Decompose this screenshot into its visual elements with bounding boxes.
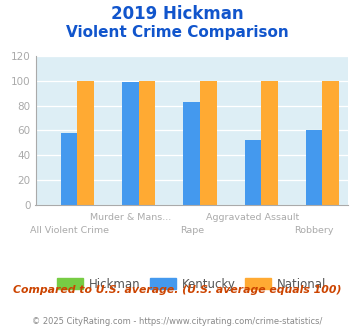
Text: 2019 Hickman: 2019 Hickman xyxy=(111,5,244,23)
Text: Compared to U.S. average. (U.S. average equals 100): Compared to U.S. average. (U.S. average … xyxy=(13,285,342,295)
Text: Rape: Rape xyxy=(180,226,204,235)
Bar xyxy=(122,82,139,205)
Bar xyxy=(184,102,200,205)
Text: Robbery: Robbery xyxy=(294,226,334,235)
Text: © 2025 CityRating.com - https://www.cityrating.com/crime-statistics/: © 2025 CityRating.com - https://www.city… xyxy=(32,317,323,326)
Bar xyxy=(261,81,278,205)
Bar xyxy=(245,140,261,205)
Bar xyxy=(139,81,155,205)
Text: Aggravated Assault: Aggravated Assault xyxy=(206,213,300,222)
Text: Murder & Mans...: Murder & Mans... xyxy=(90,213,171,222)
Text: Violent Crime Comparison: Violent Crime Comparison xyxy=(66,25,289,40)
Text: All Violent Crime: All Violent Crime xyxy=(30,226,109,235)
Bar xyxy=(306,130,322,205)
Bar xyxy=(200,81,217,205)
Bar xyxy=(61,133,77,205)
Legend: Hickman, Kentucky, National: Hickman, Kentucky, National xyxy=(52,273,331,295)
Bar xyxy=(77,81,94,205)
Bar xyxy=(322,81,339,205)
